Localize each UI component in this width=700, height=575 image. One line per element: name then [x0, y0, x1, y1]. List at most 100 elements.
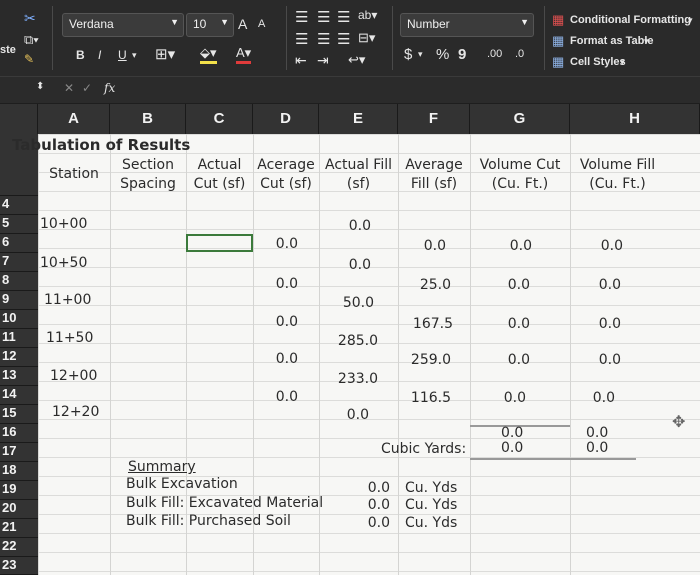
station-cell[interactable]: 11+00 — [44, 292, 92, 308]
actual-fill-cell[interactable]: 0.0 — [346, 407, 369, 423]
avg-cut-cell[interactable]: 0.0 — [275, 389, 298, 405]
row-header-7[interactable]: 7 — [0, 253, 38, 272]
row-header-19[interactable]: 19 — [0, 481, 38, 500]
column-header-h[interactable]: H — [570, 104, 700, 134]
percent-button[interactable]: % — [436, 46, 450, 63]
row-header-20[interactable]: 20 — [0, 500, 38, 519]
chevron-down-icon[interactable]: ▾ — [132, 50, 137, 60]
orientation-icon[interactable]: ab▾ — [358, 8, 378, 22]
font-color-icon[interactable]: A▾ — [236, 45, 252, 64]
align-bottom-icon[interactable]: ☰ — [337, 9, 351, 26]
comma-button[interactable]: 9 — [458, 46, 467, 63]
currency-button[interactable]: $ — [404, 46, 413, 63]
row-header-5[interactable]: 5 — [0, 215, 38, 234]
row-header-14[interactable]: 14 — [0, 386, 38, 405]
summary-value[interactable]: 0.0 — [367, 480, 390, 496]
selected-cell[interactable] — [186, 234, 253, 252]
conditional-formatting-button[interactable]: Conditional Formatting — [570, 14, 691, 26]
vol-fill-cy[interactable]: 0.0 — [586, 440, 609, 456]
row-header-8[interactable]: 8 — [0, 272, 38, 291]
vol-fill-cell[interactable]: 0.0 — [592, 390, 615, 406]
row-header-12[interactable]: 12 — [0, 348, 38, 367]
vol-cut-cell[interactable]: 0.0 — [507, 277, 530, 293]
insert-function-button[interactable]: fx — [104, 81, 116, 95]
font-name-select[interactable]: Verdana ▼ — [62, 13, 184, 37]
row-header-15[interactable]: 15 — [0, 405, 38, 424]
row-header-22[interactable]: 22 — [0, 538, 38, 557]
number-format-select[interactable]: Number ▼ — [400, 13, 534, 37]
chevron-down-icon[interactable]: ▾ — [418, 49, 423, 59]
column-header-e[interactable]: E — [319, 104, 398, 134]
grow-font-button[interactable]: A — [238, 16, 248, 32]
station-cell[interactable]: 10+50 — [40, 255, 88, 271]
avg-cut-cell[interactable]: 0.0 — [275, 236, 298, 252]
align-middle-icon[interactable]: ☰ — [317, 9, 331, 26]
decrease-indent-icon[interactable]: ⇤ — [295, 52, 307, 68]
paste-button[interactable]: ste — [0, 44, 16, 56]
vol-cut-cell[interactable]: 0.0 — [509, 238, 532, 254]
station-cell[interactable]: 12+00 — [50, 368, 98, 384]
vol-cut-cell[interactable]: 0.0 — [507, 316, 530, 332]
borders-icon[interactable]: ⊞▾ — [155, 46, 176, 63]
format-as-table-button[interactable]: Format as Table — [570, 35, 654, 47]
shrink-font-button[interactable]: A — [258, 18, 266, 30]
actual-fill-cell[interactable]: 50.0 — [342, 295, 374, 311]
vol-cut-cell[interactable]: 0.0 — [503, 390, 526, 406]
name-box-stepper-icon[interactable]: ⬍ — [36, 81, 45, 92]
vol-cut-cell[interactable]: 0.0 — [507, 352, 530, 368]
underline-button[interactable]: U — [118, 48, 127, 62]
row-header-10[interactable]: 10 — [0, 310, 38, 329]
align-top-icon[interactable]: ☰ — [295, 9, 309, 26]
decrease-decimal-button[interactable]: .0 — [515, 48, 525, 60]
avg-fill-cell[interactable]: 116.5 — [410, 390, 451, 406]
cancel-icon[interactable]: ✕ — [64, 81, 75, 95]
column-header-f[interactable]: F — [398, 104, 470, 134]
avg-cut-cell[interactable]: 0.0 — [275, 276, 298, 292]
row-header-9[interactable]: 9 — [0, 291, 38, 310]
actual-fill-cell[interactable]: 285.0 — [337, 333, 378, 349]
row-header-16[interactable]: 16 — [0, 424, 38, 443]
row-header-23[interactable]: 23 — [0, 557, 38, 575]
vol-fill-cell[interactable]: 0.0 — [600, 238, 623, 254]
row-header-11[interactable]: 11 — [0, 329, 38, 348]
station-cell[interactable]: 11+50 — [46, 330, 94, 346]
bold-button[interactable]: B — [76, 48, 85, 62]
vol-fill-cell[interactable]: 0.0 — [598, 277, 621, 293]
align-right-icon[interactable]: ☰ — [337, 31, 351, 48]
increase-indent-icon[interactable]: ⇥ — [317, 52, 329, 68]
summary-value[interactable]: 0.0 — [367, 515, 390, 531]
confirm-icon[interactable]: ✓ — [82, 81, 93, 95]
actual-fill-cell[interactable]: 233.0 — [337, 371, 378, 387]
row-header-21[interactable]: 21 — [0, 519, 38, 538]
vol-fill-cell[interactable]: 0.0 — [598, 352, 621, 368]
merge-center-icon[interactable]: ⊟▾ — [358, 30, 376, 45]
column-header-a[interactable]: A — [38, 104, 110, 134]
italic-button[interactable]: I — [98, 48, 102, 62]
avg-cut-cell[interactable]: 0.0 — [275, 351, 298, 367]
row-header-18[interactable]: 18 — [0, 462, 38, 481]
sheet-grid[interactable] — [38, 134, 700, 575]
row-header-17[interactable]: 17 — [0, 443, 38, 462]
copy-icon[interactable]: ⧉▾ — [24, 32, 39, 47]
fill-color-icon[interactable]: ⬙▾ — [200, 45, 217, 64]
vol-fill-sum[interactable]: 0.0 — [586, 425, 609, 441]
row-header-6[interactable]: 6 — [0, 234, 38, 253]
avg-cut-cell[interactable]: 0.0 — [275, 314, 298, 330]
vol-cut-cy[interactable]: 0.0 — [501, 440, 524, 456]
column-header-b[interactable]: B — [110, 104, 186, 134]
avg-fill-cell[interactable]: 167.5 — [412, 316, 453, 332]
vol-cut-sum[interactable]: 0.0 — [501, 425, 524, 441]
station-cell[interactable]: 12+20 — [52, 404, 100, 420]
row-header-13[interactable]: 13 — [0, 367, 38, 386]
actual-fill-cell[interactable]: 0.0 — [348, 257, 371, 273]
column-header-d[interactable]: D — [253, 104, 319, 134]
avg-fill-cell[interactable]: 259.0 — [410, 352, 451, 368]
summary-value[interactable]: 0.0 — [367, 497, 390, 513]
format-painter-icon[interactable]: ✎ — [24, 52, 35, 66]
column-header-g[interactable]: G — [470, 104, 570, 134]
increase-decimal-button[interactable]: .00 — [487, 48, 503, 60]
cut-icon[interactable]: ✂ — [24, 10, 36, 26]
avg-fill-cell[interactable]: 0.0 — [423, 238, 446, 254]
select-all-corner[interactable] — [0, 104, 38, 134]
align-center-icon[interactable]: ☰ — [317, 31, 331, 48]
